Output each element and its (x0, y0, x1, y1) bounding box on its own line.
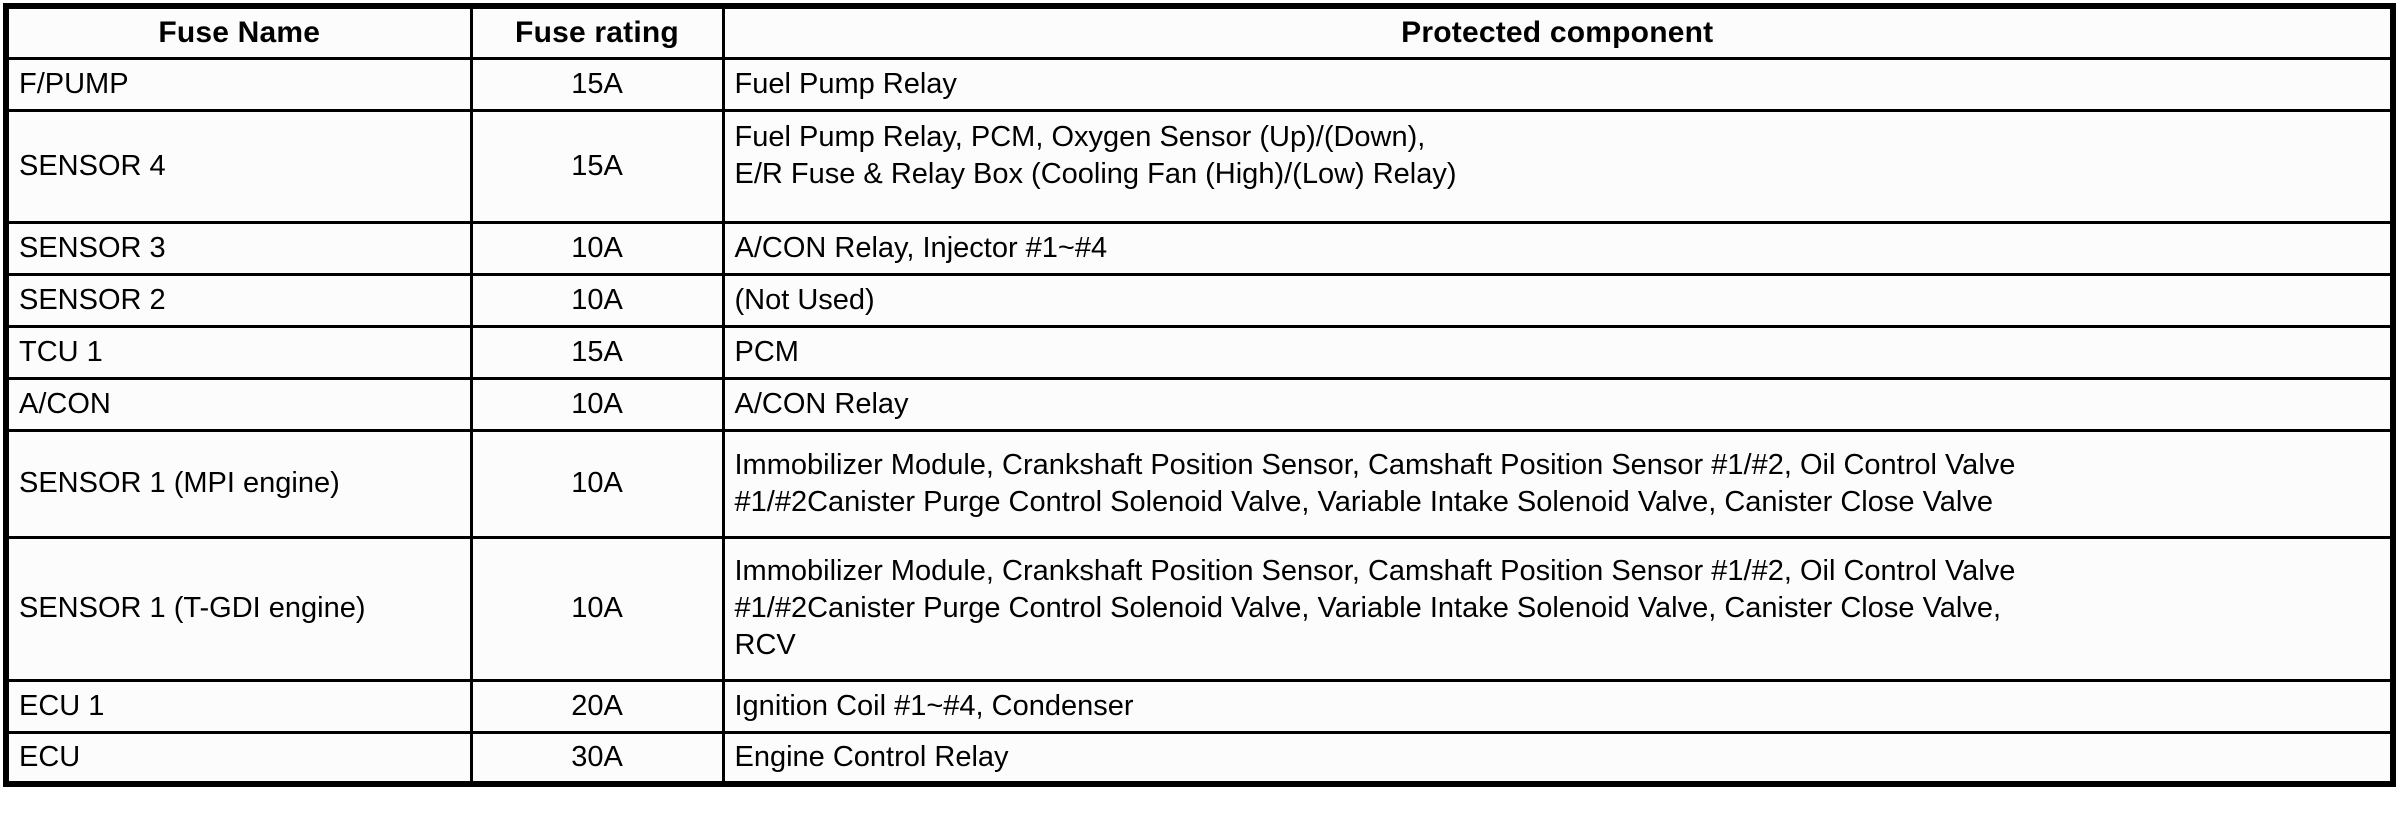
protected-component-cell: Fuel Pump Relay (721, 56, 2395, 112)
header-row: Fuse Name Fuse rating Protected componen… (4, 4, 2395, 60)
fuse-rating-cell: 15A (469, 108, 725, 224)
fuse-rating-cell: 10A (469, 272, 725, 328)
fuse-rating-cell: 15A (469, 56, 725, 112)
table-row: SENSOR 3 10A A/CON Relay, Injector #1~#4 (4, 220, 2395, 276)
fuse-table-body: F/PUMP 15A Fuel Pump Relay SENSOR 4 15A Fuel … (4, 56, 2395, 786)
fuse-rating-cell: 10A (469, 428, 725, 539)
fuse-table-header: Fuse Name Fuse rating Protected componen… (4, 4, 2395, 60)
protected-component-cell: Immobilizer Module, Crankshaft Position … (721, 428, 2395, 539)
protected-component-cell: PCM (721, 324, 2395, 380)
fuse-name-cell: F/PUMP (4, 56, 473, 112)
fuse-name-cell: SENSOR 2 (4, 272, 473, 328)
table-row: A/CON 10A A/CON Relay (4, 376, 2395, 432)
table-row: SENSOR 1 (T-GDI engine) 10A Immobilizer Mo… (4, 535, 2395, 682)
fuse-rating-cell: 10A (469, 535, 725, 682)
fuse-name-cell: SENSOR 1 (MPI engine) (4, 428, 473, 539)
table-row: SENSOR 2 10A (Not Used) (4, 272, 2395, 328)
column-header-protected-component: Protected component (721, 4, 2395, 60)
protected-component-cell: (Not Used) (721, 272, 2395, 328)
fuse-rating-cell: 15A (469, 324, 725, 380)
table-row: SENSOR 1 (MPI engine) 10A Immobilizer Modu… (4, 428, 2395, 539)
fuse-name-cell: SENSOR 1 (T-GDI engine) (4, 535, 473, 682)
fuse-name-cell: TCU 1 (4, 324, 473, 380)
manual-page: Fuse Name Fuse rating Protected componen… (3, 3, 2396, 787)
protected-component-cell: Immobilizer Module, Crankshaft Position … (721, 535, 2395, 682)
fuse-name-cell: A/CON (4, 376, 473, 432)
fuse-name-cell: SENSOR 4 (4, 108, 473, 224)
fuse-rating-cell: 10A (469, 220, 725, 276)
fuse-rating-cell: 20A (469, 678, 725, 734)
table-row: ECU 30A Engine Control Relay (4, 730, 2395, 786)
protected-component-cell: A/CON Relay (721, 376, 2395, 432)
column-header-fuse-rating: Fuse rating (469, 4, 725, 60)
column-header-fuse-name: Fuse Name (4, 4, 473, 60)
protected-component-cell: Fuel Pump Relay, PCM, Oxygen Sensor (Up)… (721, 108, 2395, 224)
protected-component-cell: A/CON Relay, Injector #1~#4 (721, 220, 2395, 276)
table-row: F/PUMP 15A Fuel Pump Relay (4, 56, 2395, 112)
fuse-table: Fuse Name Fuse rating Protected componen… (3, 3, 2396, 787)
table-row: TCU 1 15A PCM (4, 324, 2395, 380)
table-row: SENSOR 4 15A Fuel Pump Relay, PCM, Oxygen … (4, 108, 2395, 224)
fuse-name-cell: SENSOR 3 (4, 220, 473, 276)
fuse-rating-cell: 30A (469, 730, 725, 786)
table-row: ECU 1 20A Ignition Coil #1~#4, Condenser (4, 678, 2395, 734)
fuse-name-cell: ECU 1 (4, 678, 473, 734)
protected-component-cell: Ignition Coil #1~#4, Condenser (721, 678, 2395, 734)
protected-component-cell: Engine Control Relay (721, 730, 2395, 786)
fuse-name-cell: ECU (4, 730, 473, 786)
fuse-rating-cell: 10A (469, 376, 725, 432)
